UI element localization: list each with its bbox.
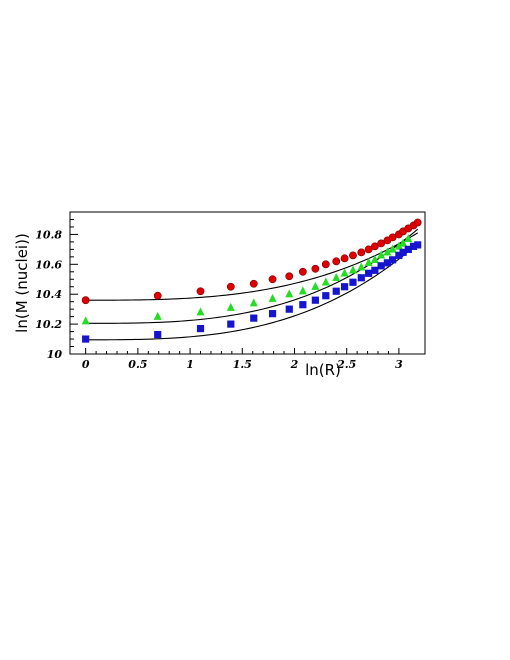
point-square xyxy=(349,278,357,286)
point-circle xyxy=(268,275,277,284)
point-circle xyxy=(377,239,386,248)
point-triangle xyxy=(153,311,162,320)
point-circle xyxy=(311,264,320,273)
point-circle xyxy=(226,282,235,291)
point-circle xyxy=(298,267,307,276)
point-circle xyxy=(357,248,366,257)
point-square xyxy=(395,251,403,259)
point-triangle xyxy=(298,286,307,295)
y-tick-label: 10 xyxy=(47,348,63,361)
point-circle xyxy=(81,296,90,305)
point-triangle xyxy=(285,289,294,298)
point-circle xyxy=(364,245,373,254)
point-square xyxy=(365,269,373,277)
point-circle xyxy=(349,251,357,260)
point-triangle xyxy=(370,255,379,264)
point-triangle xyxy=(404,234,413,243)
y-axis-title: ln(M (nuclei)) xyxy=(13,233,31,333)
point-square xyxy=(357,274,365,282)
y-tick-label: 10.8 xyxy=(35,228,62,241)
point-square xyxy=(311,296,319,304)
point-square xyxy=(399,248,407,256)
x-axis-ticks: 0 0.5 1 1.5 2 2.5 3 xyxy=(82,348,403,371)
point-circle xyxy=(153,291,162,300)
point-square xyxy=(227,320,235,328)
x-tick-label: 1.5 xyxy=(233,358,252,371)
x-tick-label: 2 xyxy=(290,358,299,371)
point-circle xyxy=(321,260,330,269)
fit-line xyxy=(85,243,419,341)
point-square xyxy=(332,287,340,295)
point-square xyxy=(404,245,412,253)
point-circle xyxy=(332,257,341,266)
point-triangle xyxy=(377,250,386,259)
point-circle xyxy=(249,279,258,288)
point-square xyxy=(154,330,162,339)
point-square xyxy=(285,305,293,313)
y-tick-label: 10.6 xyxy=(35,258,62,271)
point-square xyxy=(299,301,307,309)
point-square xyxy=(196,324,205,333)
point-circle xyxy=(388,233,397,242)
point-circle xyxy=(285,272,294,281)
point-triangle xyxy=(249,298,258,307)
point-circle xyxy=(413,218,422,227)
point-circle xyxy=(370,242,379,251)
point-square xyxy=(268,310,277,318)
point-triangle xyxy=(81,316,90,325)
point-triangle xyxy=(388,244,397,253)
y-axis-ticks: 10 10.2 10.4 10.6 10.8 xyxy=(35,218,78,361)
x-axis-title: ln(R) xyxy=(305,361,341,379)
point-triangle xyxy=(399,238,408,247)
point-square xyxy=(377,262,385,270)
y-tick-label: 10.2 xyxy=(35,318,62,331)
point-circle xyxy=(340,254,349,263)
point-square xyxy=(82,335,90,343)
point-triangle xyxy=(226,302,235,311)
point-square xyxy=(250,314,258,322)
point-square xyxy=(389,256,397,264)
fit-line xyxy=(85,232,418,301)
point-triangle xyxy=(332,272,341,281)
point-square xyxy=(371,266,379,274)
x-tick-label: 0 xyxy=(82,358,90,371)
point-triangle xyxy=(196,307,205,316)
x-tick-label: 3 xyxy=(395,358,403,371)
point-triangle xyxy=(340,268,349,277)
point-triangle xyxy=(357,262,366,271)
point-triangle xyxy=(348,265,357,274)
x-tick-label: 2.5 xyxy=(336,358,356,371)
point-square xyxy=(409,242,418,250)
x-tick-label: 0.5 xyxy=(128,358,147,371)
point-triangle xyxy=(321,277,330,286)
point-triangle xyxy=(311,281,320,290)
point-triangle xyxy=(268,293,277,302)
point-triangle xyxy=(383,247,392,256)
x-tick-label: 1 xyxy=(186,358,194,371)
y-tick-label: 10.4 xyxy=(35,288,62,301)
point-square xyxy=(322,292,330,300)
point-square xyxy=(414,241,422,249)
point-circle xyxy=(196,287,205,296)
point-square xyxy=(341,283,349,291)
point-square xyxy=(383,259,392,267)
point-triangle xyxy=(394,241,403,250)
plot-frame xyxy=(69,211,426,355)
point-triangle xyxy=(364,258,373,267)
data-markers xyxy=(81,218,422,343)
